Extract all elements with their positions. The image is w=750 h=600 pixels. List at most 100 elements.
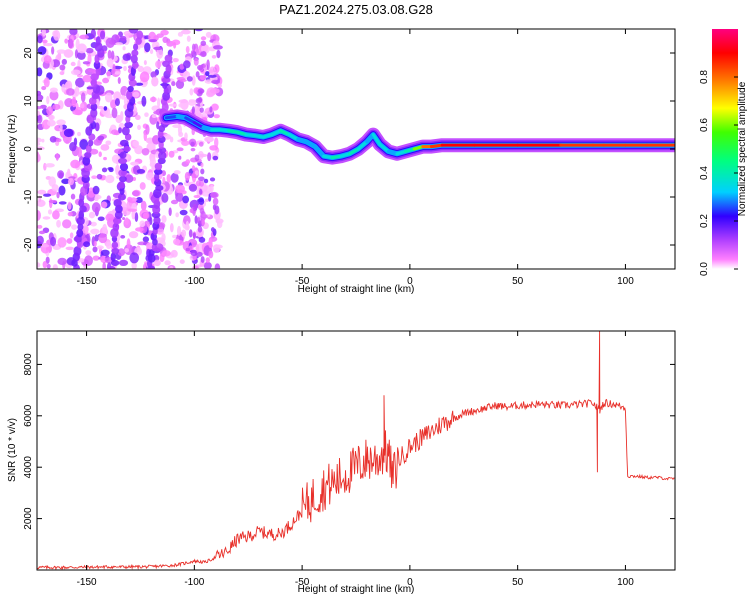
spectrogram-noise-blob	[153, 110, 161, 115]
spectrogram-noise-blob	[37, 35, 43, 44]
spectrogram-noise-blob	[83, 241, 91, 248]
spectrogram-band-blob	[192, 210, 196, 216]
spectrogram-noise-blob	[208, 238, 213, 249]
colorbar: 0.0 0.2 0.4 0.6 0.8 Normalized spectral ampl…	[699, 29, 748, 276]
spectrogram-noise-blob	[100, 249, 110, 256]
spectrogram-noise-blob	[56, 219, 61, 228]
spectrogram-noise-blob	[110, 99, 117, 109]
spectrogram-noise-blob	[57, 257, 67, 266]
spectrogram-streak-blob	[126, 90, 133, 100]
figure-title: PAZ1.2024.275.03.08.G28	[279, 2, 433, 17]
spectrogram-noise-blob	[161, 215, 167, 224]
spectrogram-noise-blob	[70, 159, 81, 169]
spectrogram-noise-blob	[193, 194, 201, 199]
spectrogram-streak-blob	[162, 91, 171, 101]
spectrogram-streak-blob	[123, 145, 131, 153]
spectrogram-noise-blob	[49, 236, 57, 247]
spectrogram-noise-blob	[112, 63, 116, 74]
spectrogram-noise-blob	[43, 43, 53, 47]
spectrogram-noise-blob	[177, 31, 184, 37]
spectrogram-streak-blob	[154, 162, 163, 171]
spectrogram-noise-blob	[91, 175, 98, 180]
spectrogram-noise-blob	[55, 138, 62, 143]
spectrogram-noise-blob	[38, 230, 46, 235]
spectrogram-noise-blob	[178, 155, 182, 160]
spectrogram-streak-blob	[90, 108, 98, 118]
spectrogram-noise-blob	[37, 110, 40, 116]
spectrogram-noise-blob	[70, 69, 81, 76]
spectrogram-noise-blob	[148, 39, 158, 43]
spectrogram-noise-blob	[37, 262, 41, 268]
spectrogram-ridge-segment	[365, 133, 375, 144]
spectrogram-noise-blob	[51, 46, 55, 55]
spectrogram-noise-blob	[57, 170, 65, 179]
spectrogram-ridge-segment	[279, 129, 291, 137]
spectrogram-noise-blob	[204, 79, 213, 84]
spectrogram-noise-blob	[37, 210, 41, 221]
spectrogram-noise-blob	[180, 29, 191, 35]
spectrogram-x-label: Height of straight line (km)	[298, 284, 415, 295]
spectrogram-ridge-segment	[348, 147, 360, 156]
spectrogram-noise-blob	[134, 212, 139, 222]
spectrogram-noise-blob	[212, 45, 223, 50]
spectrogram-noise-blob	[201, 184, 208, 192]
spectrogram-noise-blob	[135, 227, 144, 232]
spectrogram-noise-blob	[37, 114, 43, 124]
spectrogram-band-blob	[190, 50, 195, 56]
spectrogram-noise-blob	[37, 105, 43, 110]
spectrogram-noise-blob	[67, 177, 75, 186]
spectrogram-noise-blob	[161, 250, 171, 257]
spectrogram-noise-blob	[179, 259, 185, 264]
spectrogram-noise-blob	[185, 220, 190, 230]
spectrogram-noise-blob	[152, 135, 161, 145]
spectrogram-noise-blob	[175, 79, 185, 90]
spectrogram-noise-blob	[92, 185, 100, 195]
spectrogram-noise-blob	[37, 46, 47, 55]
spectrogram-streak-blob	[136, 30, 144, 40]
snr-background	[37, 331, 675, 570]
spectrogram-noise-blob	[105, 37, 115, 48]
spectrogram-streak-blob	[127, 85, 134, 93]
spectrogram-ridge-segment	[184, 116, 196, 125]
spectrogram-noise-blob	[129, 252, 140, 264]
spectrogram-noise-blob	[117, 77, 121, 85]
spectrogram-noise-blob	[207, 152, 212, 162]
spectrogram-band-blob	[199, 75, 206, 81]
spectrogram-streak-blob	[147, 253, 156, 263]
spectrogram-band-blob	[200, 162, 204, 168]
colorbar-tick-label: 0.6	[699, 118, 710, 132]
spectrogram-streak-blob	[76, 241, 84, 249]
spectrogram-noise-blob	[114, 98, 120, 107]
spectrogram-streak-blob	[117, 181, 125, 189]
spectrogram-noise-blob	[170, 172, 179, 183]
spectrogram-band-blob	[200, 40, 207, 47]
spectrogram-noise-blob	[114, 71, 121, 75]
spectrogram-noise-blob	[84, 255, 93, 266]
spectrogram-noise-blob	[98, 233, 108, 244]
spectrogram-noise-blob	[209, 145, 219, 151]
spectrogram-noise-blob	[98, 151, 102, 158]
spectrogram-noise-blob	[45, 256, 50, 264]
spectrogram-streak-blob	[161, 76, 171, 84]
spectrogram-band-blob	[201, 50, 207, 57]
spectrogram-noise-blob	[40, 244, 50, 248]
spectrogram-ridge-segment	[192, 121, 205, 129]
spectrogram-noise-blob	[92, 255, 100, 261]
spectrogram-noise-blob	[96, 245, 104, 250]
spectrogram-noise-blob	[149, 216, 153, 226]
spectrogram-noise-blob	[139, 182, 146, 190]
spectrogram-ridge-segment	[304, 140, 317, 149]
colorbar-tick-label: 0.2	[699, 214, 710, 228]
spectrogram-noise-blob	[100, 201, 108, 209]
spectrogram-noise-blob	[156, 48, 164, 59]
spectrogram-noise-blob	[143, 60, 147, 66]
spectrogram-noise-blob	[181, 229, 187, 238]
spectrogram-noise-blob	[48, 199, 58, 204]
spectrogram-band-blob	[200, 168, 205, 175]
spectrogram-noise-blob	[85, 250, 92, 256]
spectrogram-noise-blob	[56, 191, 60, 199]
spectrogram-noise-blob	[206, 59, 210, 71]
spectrogram-noise-blob	[132, 91, 140, 98]
spectrogram-noise-blob	[64, 98, 74, 108]
spectrogram-noise-blob	[110, 50, 115, 61]
